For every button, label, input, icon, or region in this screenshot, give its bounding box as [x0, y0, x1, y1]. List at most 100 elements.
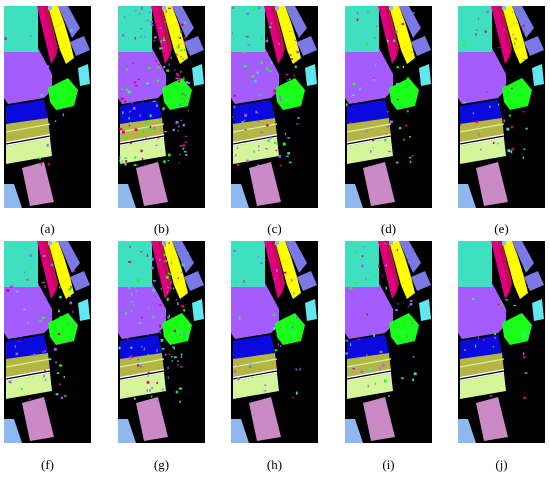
map-noise-pixel: [478, 80, 482, 83]
map-noise-pixel: [130, 309, 133, 312]
map-noise-pixel: [40, 94, 43, 97]
map-noise-pixel: [250, 65, 254, 67]
map-noise-pixel: [68, 288, 71, 291]
map-noise-pixel: [179, 49, 183, 52]
map-noise-pixel: [134, 128, 138, 132]
map-noise-pixel: [46, 65, 50, 69]
map-noise-pixel: [165, 275, 169, 279]
map-noise-pixel: [23, 308, 26, 311]
map-noise-pixel: [163, 260, 167, 263]
map-region-cyan-green: [118, 6, 152, 52]
map-noise-pixel: [122, 112, 124, 115]
map-noise-pixel: [175, 77, 179, 80]
map-noise-pixel: [409, 300, 413, 302]
map-noise-pixel: [373, 37, 375, 39]
map-noise-pixel: [146, 381, 150, 384]
map-noise-pixel: [401, 377, 404, 380]
map-noise-pixel: [179, 366, 183, 368]
map-noise-pixel: [296, 391, 298, 395]
classification-map-image: [231, 241, 318, 443]
map-noise-pixel: [159, 324, 161, 328]
map-noise-pixel: [145, 137, 147, 140]
map-noise-pixel: [396, 83, 399, 85]
map-noise-pixel: [53, 347, 57, 351]
map-noise-pixel: [59, 383, 61, 386]
map-noise-pixel: [278, 42, 280, 45]
classification-map-i: [345, 241, 432, 443]
map-noise-pixel: [489, 51, 492, 55]
map-noise-pixel: [123, 21, 126, 24]
map-noise-pixel: [41, 281, 45, 284]
map-noise-pixel: [397, 303, 399, 305]
map-region-magenta: [37, 241, 56, 299]
map-noise-pixel: [143, 97, 145, 100]
map-region-magenta: [151, 241, 170, 299]
map-noise-pixel: [350, 343, 352, 346]
map-noise-pixel: [43, 375, 45, 378]
map-noise-pixel: [261, 39, 263, 42]
map-noise-pixel: [276, 51, 280, 54]
map-noise-pixel: [181, 305, 184, 308]
map-noise-pixel: [372, 139, 375, 141]
map-noise-pixel: [160, 339, 164, 342]
map-noise-pixel: [180, 119, 183, 121]
map-noise-pixel: [133, 397, 136, 400]
map-noise-pixel: [266, 67, 269, 71]
map-noise-pixel: [512, 22, 515, 24]
map-noise-pixel: [70, 29, 73, 32]
map-region-yellow: [502, 241, 518, 263]
map-noise-pixel: [130, 346, 133, 349]
map-noise-pixel: [177, 360, 180, 362]
map-region-yellow: [287, 277, 301, 299]
map-region-yellow: [174, 277, 188, 299]
map-region-yellow: [514, 277, 528, 299]
map-noise-pixel: [352, 367, 356, 370]
map-noise-pixel: [147, 332, 149, 336]
map-noise-pixel: [68, 339, 71, 342]
map-noise-pixel: [351, 359, 354, 361]
map-noise-pixel: [259, 94, 262, 96]
map-region-blue: [120, 335, 162, 359]
map-noise-pixel: [293, 292, 295, 295]
map-noise-pixel: [231, 116, 234, 118]
map-noise-pixel: [59, 295, 62, 299]
map-noise-pixel: [186, 43, 188, 46]
map-noise-pixel: [460, 124, 462, 126]
map-noise-pixel: [251, 75, 254, 78]
map-noise-pixel: [162, 107, 165, 110]
map-noise-pixel: [156, 349, 158, 353]
map-noise-pixel: [154, 36, 157, 39]
map-noise-pixel: [168, 353, 171, 355]
map-noise-pixel: [523, 356, 526, 359]
map-noise-pixel: [179, 37, 182, 39]
map-noise-pixel: [274, 141, 277, 144]
map-noise-pixel: [507, 46, 509, 49]
map-noise-pixel: [44, 370, 46, 372]
map-noise-pixel: [44, 354, 47, 357]
map-noise-pixel: [147, 372, 151, 374]
map-noise-pixel: [125, 137, 127, 140]
map-noise-pixel: [73, 270, 76, 272]
map-field-stripe: [346, 135, 392, 145]
map-noise-pixel: [163, 253, 166, 257]
map-region-deep-red: [271, 241, 285, 291]
map-region-slate-blue: [297, 36, 317, 56]
map-noise-pixel: [264, 306, 267, 310]
map-noise-pixel: [527, 286, 530, 289]
map-noise-pixel: [365, 276, 367, 280]
panel-caption-i: (i): [382, 457, 395, 472]
map-noise-pixel: [296, 50, 299, 54]
map-noise-pixel: [37, 296, 40, 300]
map-noise-pixel: [356, 11, 359, 15]
map-noise-pixel: [372, 306, 374, 309]
map-noise-pixel: [492, 346, 494, 348]
map-noise-pixel: [168, 7, 171, 9]
map-noise-pixel: [14, 345, 16, 349]
map-noise-pixel: [252, 376, 254, 378]
map-noise-pixel: [286, 98, 289, 101]
map-noise-pixel: [291, 58, 294, 60]
map-noise-pixel: [250, 96, 254, 100]
map-region-violet: [458, 48, 506, 104]
map-noise-pixel: [409, 136, 411, 138]
map-noise-pixel: [135, 10, 137, 12]
